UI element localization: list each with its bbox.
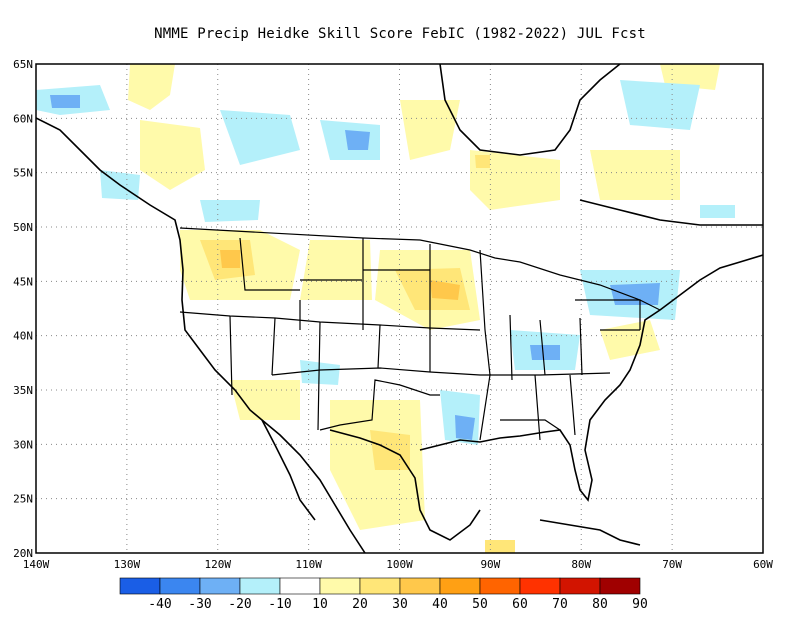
latitude-label: 45N [13,275,33,288]
longitude-label: 100W [386,558,413,571]
latitude-label: 55N [13,167,33,180]
legend-swatch [399,577,441,595]
latitude-label: 65N [13,58,33,71]
latitude-labels: 20N 25N 30N 35N 40N 45N 50N 55N 60N 65N [13,58,33,560]
legend-swatch [279,577,321,595]
longitude-label: 70W [662,558,682,571]
legend-swatch [599,577,641,595]
legend-swatch [359,577,401,595]
latitude-label: 60N [13,112,33,125]
legend-swatch [199,577,241,595]
legend-tick-label: 10 [312,597,328,612]
latitude-label: 40N [13,330,33,343]
legend-tick-label: -10 [268,597,291,612]
legend-swatch [519,577,561,595]
legend-swatch [159,577,201,595]
longitude-label: 110W [295,558,322,571]
coastlines [36,64,763,553]
plot-frame [35,63,764,554]
longitude-label: 80W [571,558,591,571]
longitude-label: 60W [753,558,773,571]
legend-swatch [119,577,161,595]
legend-tick-label: 60 [512,597,528,612]
latitude-label: 20N [13,547,33,560]
legend-swatch [439,577,481,595]
latitude-label: 30N [13,438,33,451]
longitude-label: 140W [23,558,50,571]
legend-swatch [239,577,281,595]
political-borders [179,227,661,441]
latitude-label: 25N [13,493,33,506]
legend-tick-label: -40 [148,597,171,612]
legend-tick-label: 20 [352,597,368,612]
legend-swatch [319,577,361,595]
legend-tick-label: 90 [632,597,648,612]
skill-shading [36,64,735,553]
legend-tick-label: 50 [472,597,488,612]
color-legend: -40 -30 -20 -10 10 20 30 40 50 60 70 80 90 [119,577,648,612]
legend-tick-label: -20 [228,597,251,612]
longitude-label: 130W [114,558,141,571]
longitude-labels: 140W 130W 120W 110W 100W 90W 80W 70W 60W [23,558,774,571]
legend-tick-label: 40 [432,597,448,612]
legend-tick-label: 80 [592,597,608,612]
legend-tick-label: 70 [552,597,568,612]
legend-swatch [479,577,521,595]
legend-tick-label: 30 [392,597,408,612]
longitude-label: 120W [205,558,232,571]
latitude-label: 50N [13,221,33,234]
longitude-label: 90W [480,558,500,571]
latitude-label: 35N [13,384,33,397]
map-title: NMME Precip Heidke Skill Score FebIC (19… [154,26,646,42]
legend-tick-label: -30 [188,597,211,612]
legend-swatch [559,577,601,595]
